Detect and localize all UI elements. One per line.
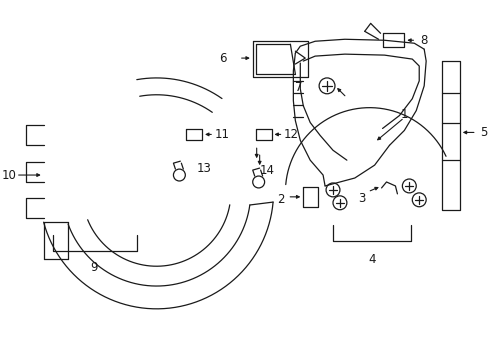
Text: 9: 9 (90, 261, 98, 274)
Text: 1: 1 (400, 108, 407, 121)
Text: 14: 14 (260, 163, 275, 177)
Text: 7: 7 (294, 81, 302, 94)
Text: 4: 4 (367, 253, 375, 266)
Text: 8: 8 (420, 34, 427, 47)
Text: 10: 10 (1, 168, 16, 181)
Text: 13: 13 (196, 162, 211, 175)
Text: 3: 3 (357, 192, 365, 205)
Text: 12: 12 (284, 128, 298, 141)
Text: 11: 11 (214, 128, 229, 141)
Text: 5: 5 (479, 126, 487, 139)
Text: 6: 6 (219, 51, 226, 64)
Text: 2: 2 (276, 193, 284, 206)
